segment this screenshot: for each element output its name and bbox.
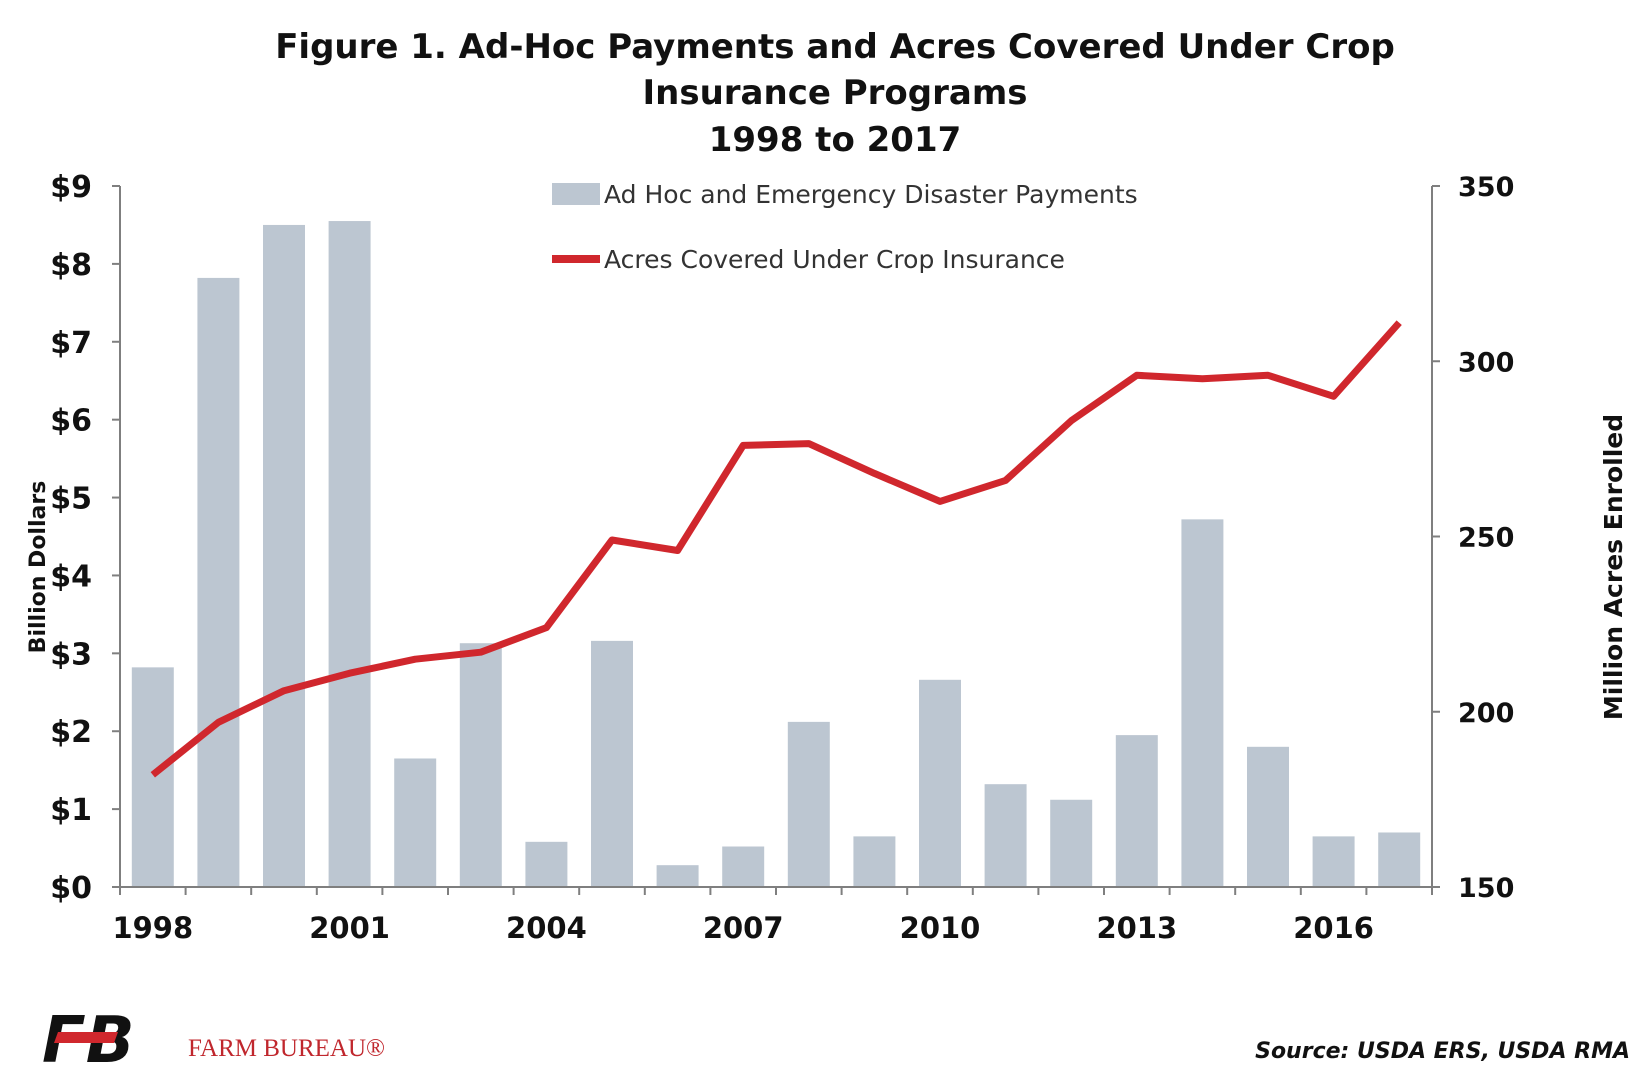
bar-2005: [591, 640, 633, 887]
bar-2010: [919, 679, 961, 887]
bar-2017: [1378, 832, 1421, 887]
x-tick-label: 1998: [112, 911, 193, 945]
acres-line: [150, 320, 1402, 778]
bar-2002: [394, 758, 437, 887]
bar-2001: [328, 221, 371, 888]
bar-2011: [984, 784, 1027, 887]
axes: $0 $1 $2 $3 $4 $5 $6 $7 $8 $9 150 200 250 300 350 1998 2…: [50, 170, 1514, 945]
bar-2014: [1181, 519, 1224, 887]
bar-2007: [722, 846, 765, 887]
bar-series: [131, 221, 1421, 888]
y-right-tick-label: 250: [1458, 523, 1514, 554]
y-left-tick-label: $5: [50, 482, 92, 517]
y-left-tick-label: $2: [50, 715, 92, 750]
legend-swatch-line: [552, 255, 600, 263]
x-tick-label: 2013: [1096, 911, 1177, 945]
farm-bureau-logo: FB: [42, 1004, 135, 1072]
bar-2015: [1247, 746, 1289, 887]
chart-title-line-3: 1998 to 2017: [709, 120, 962, 160]
y-left-tick-label: $1: [50, 793, 92, 828]
bar-1998: [131, 667, 174, 887]
farm-bureau-name: FARM BUREAU®: [188, 1035, 385, 1062]
bar-2008: [787, 721, 830, 887]
y-left-tick-label: $7: [50, 326, 92, 361]
y-right-tick-label: 150: [1458, 873, 1514, 904]
x-tick-label: 2016: [1293, 911, 1374, 945]
bar-2009: [853, 836, 896, 887]
y-right-tick-label: 200: [1458, 698, 1514, 729]
bar-2000: [263, 224, 305, 887]
source-note: Source: USDA ERS, USDA RMA: [1255, 1039, 1630, 1064]
legend-swatch-bars: [552, 183, 600, 205]
bar-2013: [1115, 735, 1158, 887]
bar-2006: [656, 865, 699, 887]
x-tick-label: 2001: [309, 911, 390, 945]
logo-red-stripe: [54, 1032, 118, 1043]
legend-label-line: Acres Covered Under Crop Insurance: [604, 245, 1065, 274]
legend: Ad Hoc and Emergency Disaster Payments A…: [552, 180, 1138, 274]
bar-2003: [459, 643, 502, 887]
bar-2016: [1312, 836, 1355, 887]
y-left-tick-label: $0: [50, 871, 92, 906]
x-tick-label: 2010: [900, 911, 981, 945]
y-right-axis-title: Million Acres Enrolled: [1599, 414, 1628, 720]
y-right-tick-label: 350: [1458, 172, 1514, 203]
chart-title-line-2: Insurance Programs: [642, 73, 1027, 113]
chart-title-line-1: Figure 1. Ad-Hoc Payments and Acres Cove…: [275, 27, 1395, 67]
y-right-tick-label: 300: [1458, 347, 1514, 378]
y-left-tick-label: $8: [50, 248, 92, 283]
bar-2012: [1050, 799, 1093, 887]
y-left-axis-title: Billion Dollars: [26, 481, 51, 654]
y-left-tick-label: $6: [50, 404, 92, 439]
legend-label-bars: Ad Hoc and Emergency Disaster Payments: [604, 180, 1138, 209]
bar-2004: [525, 841, 568, 887]
line-series: [150, 320, 1402, 778]
x-tick-label: 2004: [506, 911, 587, 945]
bar-1999: [197, 277, 240, 887]
y-left-tick-label: $4: [50, 559, 92, 594]
y-left-tick-label: $9: [50, 170, 92, 205]
x-tick-label: 2007: [703, 911, 784, 945]
y-left-tick-label: $3: [50, 637, 92, 672]
